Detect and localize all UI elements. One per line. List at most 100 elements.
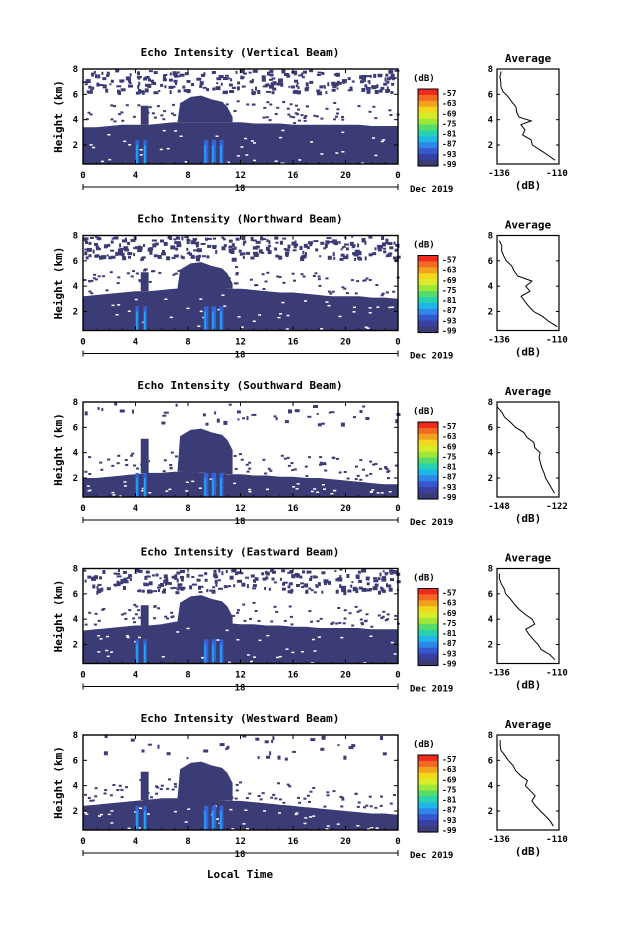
echo-speckle bbox=[386, 253, 392, 257]
echo-speckle bbox=[137, 76, 141, 80]
y-tick-label: 6 bbox=[73, 257, 78, 267]
echo-speckle bbox=[189, 795, 193, 798]
echo-speckle bbox=[366, 582, 370, 586]
echo-speckle bbox=[190, 240, 196, 245]
echo-speckle bbox=[368, 235, 373, 239]
echo-speckle bbox=[152, 243, 157, 248]
x-tick-label: 20 bbox=[340, 504, 351, 514]
echo-speckle bbox=[245, 463, 249, 466]
colorbar-swatch bbox=[418, 606, 438, 613]
colorbar-swatch bbox=[418, 802, 438, 809]
colorbar-label: -63 bbox=[442, 266, 457, 275]
echo-speckle bbox=[138, 616, 142, 619]
echo-speckle bbox=[369, 460, 373, 463]
echo-speckle bbox=[144, 575, 148, 580]
echo-speckle bbox=[359, 618, 363, 621]
clear-gap bbox=[108, 158, 112, 161]
echo-speckle bbox=[336, 108, 340, 111]
x-tick-label: 0 bbox=[80, 171, 85, 181]
echo-speckle bbox=[356, 576, 360, 580]
echo-speckle bbox=[211, 589, 216, 594]
echo-speckle bbox=[289, 615, 293, 618]
clear-gap bbox=[335, 152, 339, 154]
colorbar-frame bbox=[417, 255, 439, 333]
echo-speckle bbox=[118, 249, 123, 253]
echo-speckle bbox=[237, 81, 241, 85]
echo-speckle bbox=[100, 587, 104, 592]
clear-gap bbox=[368, 307, 372, 309]
echo-speckle bbox=[198, 275, 202, 278]
echo-speckle bbox=[326, 237, 332, 240]
average-profile-line bbox=[498, 573, 556, 661]
echo-speckle bbox=[148, 581, 153, 586]
echo-speckle bbox=[233, 455, 237, 457]
echo-speckle bbox=[113, 572, 118, 575]
echo-speckle bbox=[208, 607, 212, 610]
echo-speckle bbox=[122, 239, 127, 243]
echo-speckle bbox=[293, 122, 297, 125]
echo-speckle bbox=[290, 588, 294, 592]
echo-speckle bbox=[265, 116, 269, 119]
echo-speckle bbox=[96, 82, 100, 87]
echo-speckle bbox=[163, 579, 169, 584]
echo-speckle bbox=[369, 588, 373, 590]
echo-speckle bbox=[166, 617, 170, 620]
colorbar-swatch bbox=[418, 160, 438, 167]
echo-speckle bbox=[172, 586, 177, 589]
echo-speckle bbox=[201, 73, 205, 77]
echo-speckle bbox=[233, 584, 236, 588]
echo-speckle bbox=[377, 577, 381, 581]
echo-speckle bbox=[191, 83, 194, 86]
clear-gap bbox=[352, 311, 356, 313]
echo-speckle bbox=[264, 280, 268, 283]
echo-speckle bbox=[258, 249, 263, 254]
echo-speckle bbox=[173, 114, 177, 117]
echo-speckle bbox=[118, 784, 122, 787]
echo-speckle bbox=[306, 105, 310, 108]
echo-speckle bbox=[87, 797, 91, 799]
echo-speckle bbox=[372, 463, 376, 466]
echo-speckle bbox=[308, 610, 312, 613]
echo-speckle bbox=[374, 90, 379, 94]
echo-speckle bbox=[136, 76, 142, 78]
echo-speckle bbox=[137, 71, 140, 76]
echo-speckle bbox=[114, 583, 118, 587]
echo-speckle bbox=[186, 80, 191, 83]
colorbar-label: -57 bbox=[442, 422, 457, 431]
echo-speckle bbox=[161, 590, 166, 594]
echo-speckle bbox=[88, 473, 92, 475]
echo-speckle bbox=[314, 272, 318, 275]
echo-speckle bbox=[297, 108, 300, 111]
echo-speckle bbox=[307, 415, 312, 418]
clear-gap bbox=[279, 136, 283, 139]
echo-speckle bbox=[92, 584, 96, 589]
echo-speckle bbox=[304, 252, 307, 256]
clear-gap bbox=[123, 481, 127, 483]
echo-speckle bbox=[165, 577, 169, 580]
echo-speckle bbox=[390, 73, 395, 78]
echo-speckle bbox=[153, 590, 158, 593]
echo-speckle bbox=[386, 80, 390, 84]
clear-gap bbox=[174, 130, 178, 132]
echo-speckle bbox=[151, 80, 155, 85]
colorbar-swatch bbox=[418, 130, 438, 137]
x-tick-label: 0 bbox=[395, 504, 400, 514]
echo-speckle bbox=[160, 784, 164, 787]
echo-speckle bbox=[186, 247, 189, 251]
clear-gap bbox=[263, 810, 266, 812]
echo-speckle bbox=[301, 76, 305, 79]
colorbar-label: -87 bbox=[442, 806, 457, 815]
echo-speckle bbox=[106, 254, 109, 257]
clear-gap bbox=[246, 828, 249, 830]
echo-speckle bbox=[333, 256, 336, 260]
echo-speckle bbox=[391, 82, 395, 86]
echo-speckle bbox=[248, 461, 252, 464]
echo-speckle bbox=[94, 235, 97, 238]
clear-gap bbox=[97, 651, 101, 653]
echo-speckle bbox=[234, 467, 238, 470]
echo-speckle bbox=[285, 255, 289, 257]
y-tick-label: 8 bbox=[73, 65, 78, 75]
echo-speckle bbox=[196, 248, 202, 253]
colorbar-swatch bbox=[418, 481, 438, 488]
echo-speckle bbox=[273, 605, 277, 608]
